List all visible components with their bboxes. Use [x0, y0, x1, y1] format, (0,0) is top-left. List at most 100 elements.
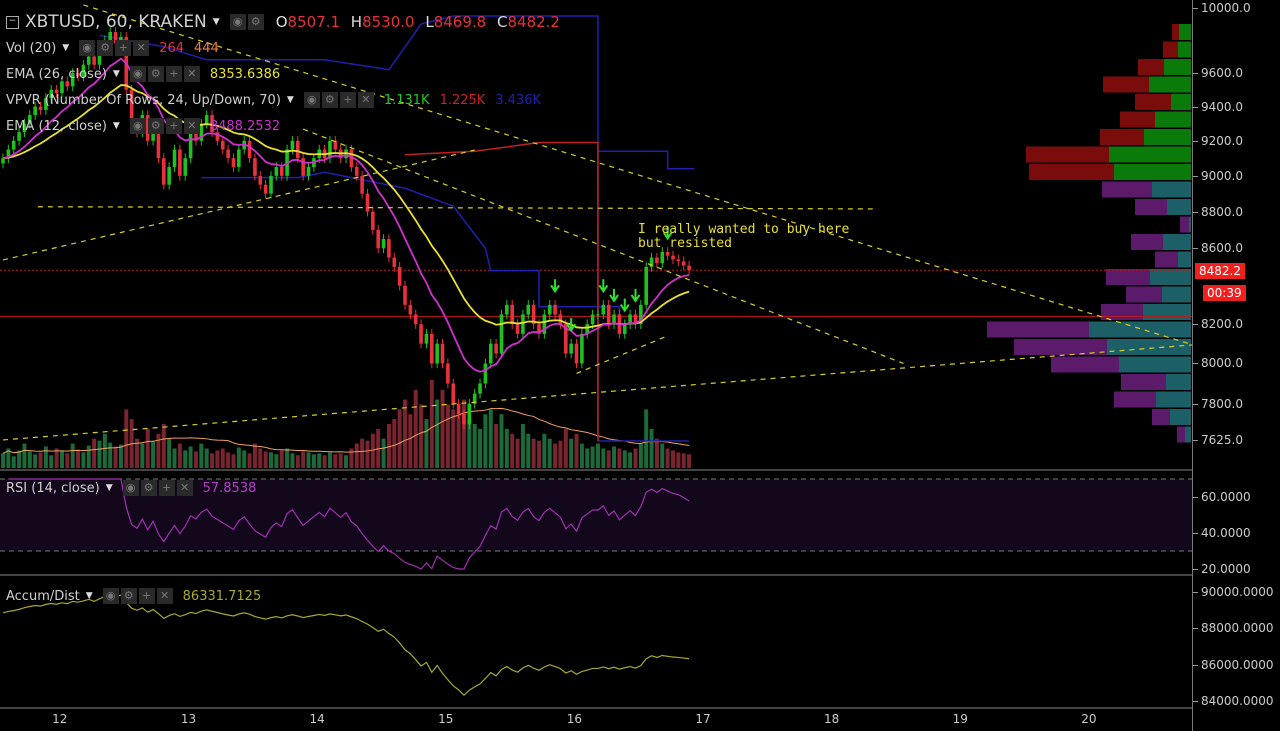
chevron-down-icon[interactable]: ▼: [85, 591, 93, 601]
close-icon[interactable]: ✕: [156, 588, 173, 604]
gear-icon[interactable]: ⚙: [140, 480, 157, 496]
vpvr-down-bar: [1051, 356, 1119, 373]
chevron-down-icon[interactable]: ▼: [286, 95, 294, 105]
chart-annotation[interactable]: I really wanted to buy here but resisted: [638, 223, 849, 251]
gear-icon[interactable]: ⚙: [147, 118, 164, 134]
close-icon[interactable]: ✕: [183, 66, 200, 82]
close-icon[interactable]: ✕: [183, 118, 200, 134]
volume-bar: [135, 438, 139, 468]
gear-icon[interactable]: ⚙: [97, 40, 114, 56]
symbol-label[interactable]: XBTUSD, 60, KRAKEN: [25, 12, 207, 32]
vpvr-down-bar: [1029, 164, 1114, 180]
indicator-value: 3.436K: [495, 92, 542, 108]
volume-bar: [92, 438, 97, 468]
chevron-down-icon[interactable]: ▼: [112, 69, 120, 79]
candle-body: [199, 123, 204, 141]
volume-bar: [204, 448, 209, 468]
candle-body: [215, 132, 220, 141]
indicator-legend: EMA (26, close) ▼ ◉ ⚙ + ✕ 8353.6386: [6, 66, 280, 82]
chevron-down-icon[interactable]: ▼: [112, 121, 120, 131]
volume-bar: [177, 443, 182, 468]
close-icon[interactable]: ✕: [357, 92, 374, 108]
signal-arrow-icon: [662, 226, 673, 241]
volume-bar: [671, 450, 675, 468]
chevron-down-icon[interactable]: ▼: [212, 17, 220, 27]
gear-icon[interactable]: ⚙: [247, 14, 264, 30]
gear-icon[interactable]: ⚙: [321, 92, 338, 108]
x-tick-label: 20: [1081, 712, 1097, 726]
indicator-label[interactable]: EMA (26, close): [6, 66, 107, 82]
candle-body: [167, 167, 171, 185]
volume-bar: [43, 446, 48, 468]
volume-bar: [676, 452, 681, 468]
volume-bar: [595, 443, 600, 468]
volume-bar: [360, 438, 365, 468]
vpvr-down-bar: [1152, 409, 1170, 425]
indicator-label[interactable]: VPVR (Number Of Rows, 24, Up/Down, 70): [6, 92, 281, 108]
volume-bar: [33, 454, 38, 468]
volume-bar: [558, 440, 563, 468]
plus-icon[interactable]: +: [158, 480, 175, 496]
eye-icon[interactable]: ◉: [229, 14, 246, 30]
rsi-label[interactable]: RSI (14, close): [6, 480, 100, 496]
vpvr-up-bar: [1114, 164, 1191, 180]
plus-icon[interactable]: +: [165, 66, 182, 82]
vpvr-up-bar: [1119, 356, 1191, 373]
eye-icon[interactable]: ◉: [303, 92, 320, 108]
y-tick-label: 88000.0000: [1193, 621, 1274, 636]
candle-body: [644, 266, 648, 305]
plus-icon[interactable]: +: [339, 92, 356, 108]
y-tick-label: 9200.0: [1193, 133, 1243, 148]
volume-bar: [660, 443, 665, 468]
volume-bar: [70, 443, 75, 468]
chevron-down-icon[interactable]: ▼: [62, 43, 70, 53]
plus-icon[interactable]: +: [115, 40, 132, 56]
volume-bar: [59, 450, 64, 468]
close-icon[interactable]: ✕: [133, 40, 150, 56]
plus-icon[interactable]: +: [138, 588, 155, 604]
volume-bar: [118, 444, 123, 468]
gear-icon[interactable]: ⚙: [147, 66, 164, 82]
plus-icon[interactable]: +: [165, 118, 182, 134]
eye-icon[interactable]: ◉: [122, 480, 139, 496]
indicator-label[interactable]: Vol (20): [6, 40, 57, 56]
vpvr-down-bar: [1155, 251, 1178, 268]
trendline: [576, 335, 668, 375]
eye-icon[interactable]: ◉: [102, 588, 119, 604]
gear-icon[interactable]: ⚙: [120, 588, 137, 604]
candle-body: [387, 239, 391, 258]
vpvr-up-bar: [1166, 374, 1191, 390]
candle-body: [17, 132, 21, 141]
candle-body: [97, 48, 102, 65]
candle-body: [49, 89, 54, 99]
close-icon[interactable]: ✕: [176, 480, 193, 496]
x-tick-label: 19: [952, 712, 968, 726]
vpvr-down-bar: [1135, 94, 1171, 110]
collapse-icon[interactable]: −: [6, 15, 19, 29]
accum-label[interactable]: Accum/Dist: [6, 588, 80, 604]
candle-body: [553, 304, 557, 315]
candle-body: [413, 314, 418, 325]
chevron-down-icon[interactable]: ▼: [105, 483, 113, 493]
candle-body: [81, 64, 86, 77]
x-tick-label: 18: [824, 712, 840, 726]
candle-body: [194, 132, 198, 141]
volume-bar: [563, 428, 568, 468]
eye-icon[interactable]: ◉: [79, 40, 96, 56]
signal-arrow-icon: [619, 298, 630, 313]
eye-icon[interactable]: ◉: [129, 118, 146, 134]
volume-bar: [649, 428, 654, 468]
eye-icon[interactable]: ◉: [129, 66, 146, 82]
chart-canvas[interactable]: [0, 0, 1192, 731]
indicator-label[interactable]: EMA (12, close): [6, 118, 107, 134]
volume-bar: [440, 389, 445, 468]
trendline: [2, 344, 1192, 441]
volume-bar: [108, 442, 113, 468]
close-label: C: [497, 13, 508, 31]
price-axis[interactable]: 10000.0 9600.0 9400.0 9200.0 9000.0 8800.0 860…: [1192, 0, 1280, 731]
candle-body: [365, 193, 370, 212]
volume-bar: [161, 424, 166, 468]
y-tick-label: 7800.0: [1193, 396, 1243, 411]
y-tick-label: 10000.0: [1193, 1, 1251, 15]
candle-body: [622, 324, 627, 334]
